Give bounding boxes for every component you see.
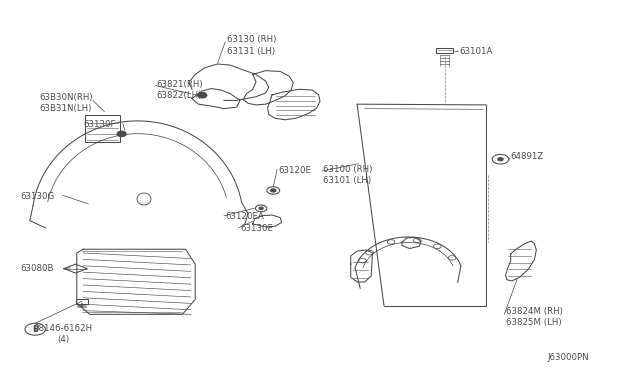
Text: 63100 (RH): 63100 (RH) bbox=[323, 165, 372, 174]
Text: 63130 (RH): 63130 (RH) bbox=[227, 35, 276, 44]
Text: 63120EA: 63120EA bbox=[225, 212, 264, 221]
Text: 63821(RH): 63821(RH) bbox=[157, 80, 204, 89]
Text: 63825M (LH): 63825M (LH) bbox=[506, 318, 561, 327]
Text: 63101A: 63101A bbox=[460, 47, 493, 56]
Text: 63080B: 63080B bbox=[20, 264, 54, 273]
Text: (4): (4) bbox=[58, 335, 70, 344]
Text: 63120E: 63120E bbox=[278, 166, 312, 175]
Text: 63130G: 63130G bbox=[20, 192, 55, 201]
Text: 08146-6162H: 08146-6162H bbox=[33, 324, 92, 333]
Circle shape bbox=[117, 131, 126, 137]
Text: 63131 (LH): 63131 (LH) bbox=[227, 47, 275, 56]
Circle shape bbox=[271, 189, 276, 192]
Circle shape bbox=[498, 158, 503, 161]
Circle shape bbox=[259, 207, 263, 209]
Text: 63101 (LH): 63101 (LH) bbox=[323, 176, 371, 185]
Text: B: B bbox=[33, 325, 38, 334]
Text: 63B30N(RH): 63B30N(RH) bbox=[40, 93, 93, 102]
Text: 64891Z: 64891Z bbox=[511, 153, 544, 161]
FancyBboxPatch shape bbox=[436, 48, 453, 53]
Text: 63824M (RH): 63824M (RH) bbox=[506, 307, 563, 316]
Circle shape bbox=[198, 93, 207, 98]
Text: 63822(LH): 63822(LH) bbox=[157, 92, 202, 100]
Text: 63B31N(LH): 63B31N(LH) bbox=[40, 104, 92, 113]
Text: J63000PN: J63000PN bbox=[547, 353, 589, 362]
Text: 63130F: 63130F bbox=[83, 120, 116, 129]
Text: 63130E: 63130E bbox=[240, 224, 273, 233]
